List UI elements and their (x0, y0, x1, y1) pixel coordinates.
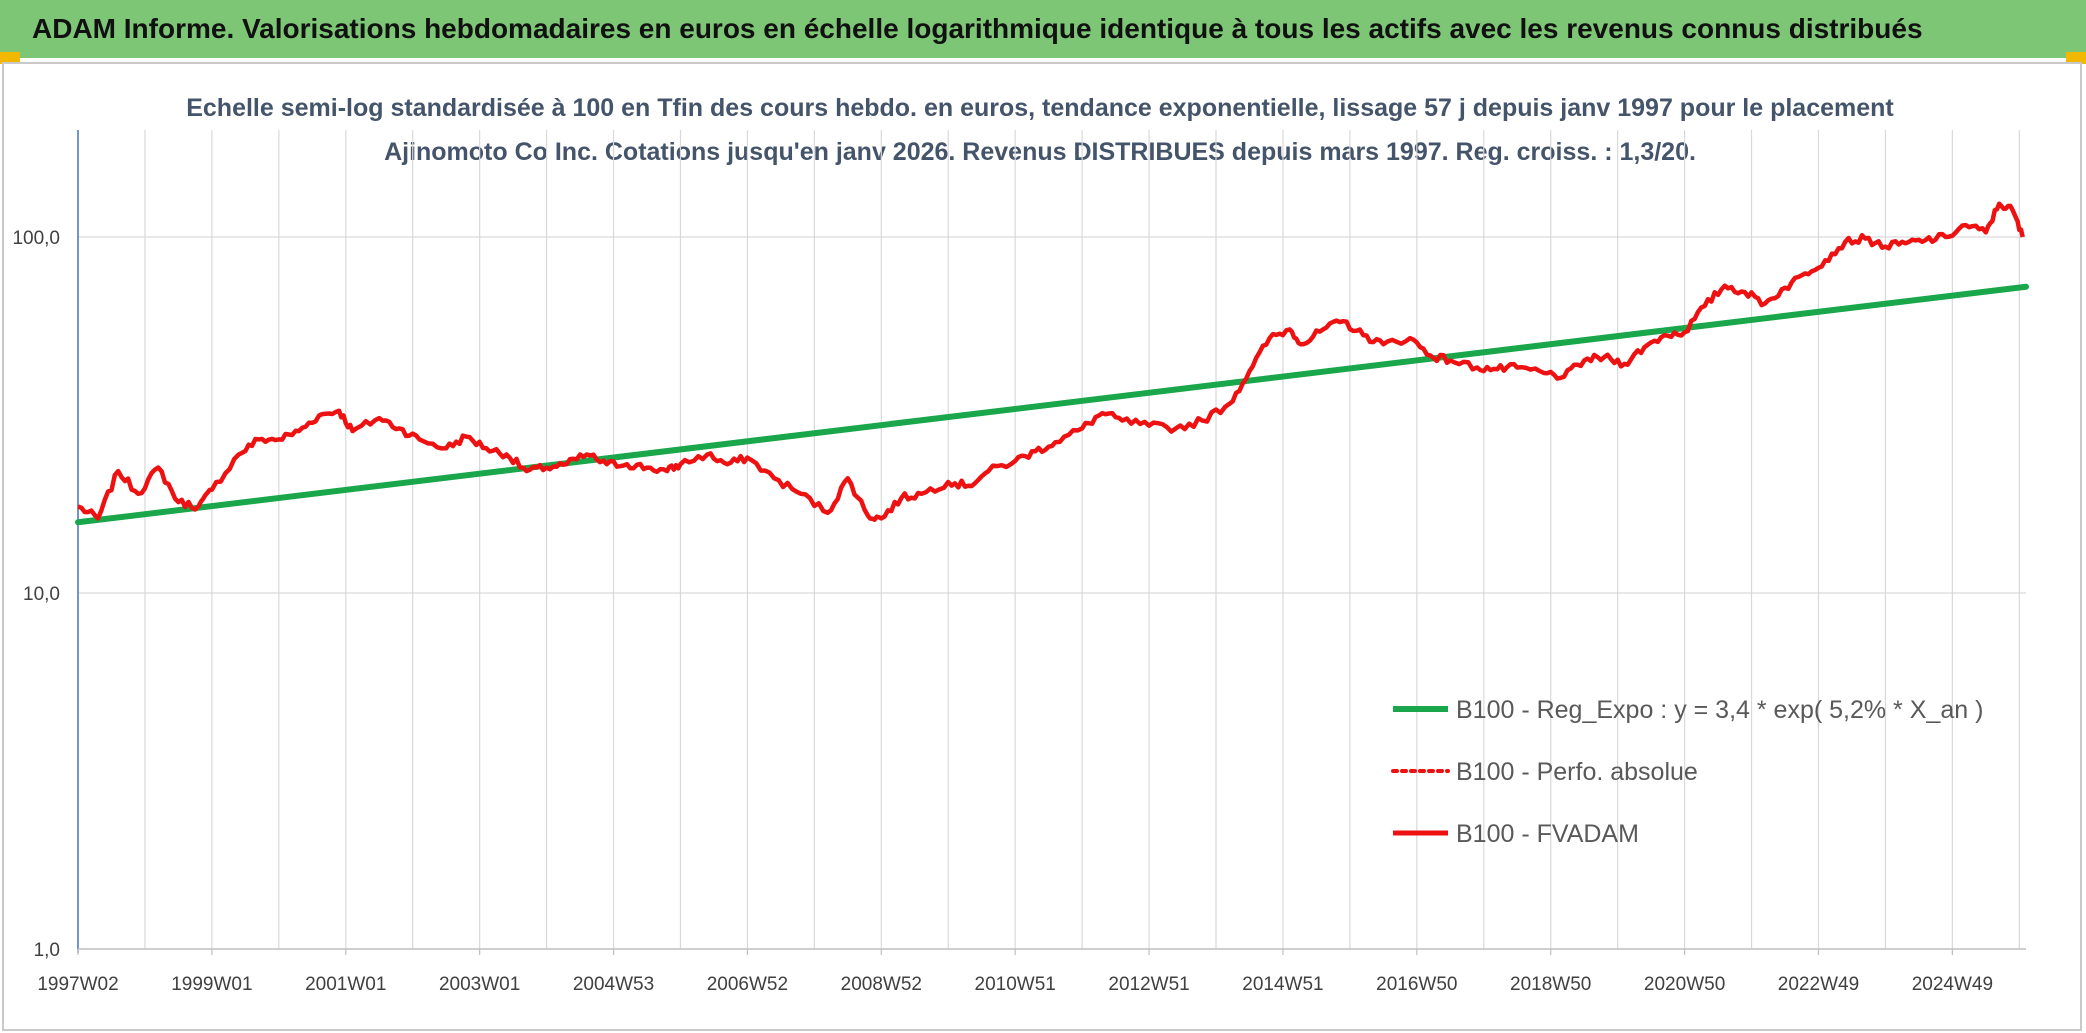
legend-label: B100 - Reg_Expo : y = 3,4 * exp( 5,2% * … (1456, 696, 1983, 724)
legend-label: B100 - FVADAM (1456, 820, 1639, 848)
x-tick-label: 2012W51 (1108, 974, 1189, 995)
legend: B100 - Reg_Expo : y = 3,4 * exp( 5,2% * … (1391, 696, 1983, 848)
x-tick-label: 2010W51 (975, 974, 1056, 995)
chart-title: Echelle semi-log standardisée à 100 en T… (186, 94, 1894, 166)
x-tick-label: 2001W01 (305, 974, 386, 995)
series-reg-expo-line (75, 283, 2029, 526)
x-tick-label: 2018W50 (1510, 974, 1591, 995)
x-tick-label: 1997W02 (37, 974, 118, 995)
y-tick-labels: 100,0 10,0 1,0 (12, 228, 60, 961)
x-tick-label: 2020W50 (1644, 974, 1725, 995)
x-tick-label: 2003W01 (439, 974, 520, 995)
x-tick-label: 2022W49 (1778, 974, 1859, 995)
y-tick-label: 100,0 (12, 228, 60, 249)
x-tick-label: 1999W01 (171, 974, 252, 995)
report-title-banner: ADAM Informe. Valorisations hebdomadaire… (0, 0, 2086, 58)
series-lines (75, 201, 2029, 526)
chart-frame (2, 62, 2082, 1031)
grid-lines (78, 130, 2026, 949)
corner-marker-right (2066, 52, 2086, 64)
corner-marker-left (0, 52, 20, 64)
x-tick-label: 2016W50 (1376, 974, 1457, 995)
axes (77, 130, 2026, 955)
y-tick-label: 1,0 (34, 940, 60, 961)
x-tick-labels: 1997W02 1999W01 2001W01 2003W01 2004W53 2006W… (37, 974, 1993, 995)
x-tick-label: 2004W53 (573, 974, 654, 995)
x-tick-label: 2006W52 (707, 974, 788, 995)
legend-label: B100 - Perfo. absolue (1456, 758, 1698, 786)
series-fvadam-line (77, 201, 2025, 522)
y-tick-label: 10,0 (23, 584, 60, 605)
x-tick-label: 2008W52 (841, 974, 922, 995)
x-tick-label: 2024W49 (1912, 974, 1993, 995)
x-tick-label: 2014W51 (1242, 974, 1323, 995)
